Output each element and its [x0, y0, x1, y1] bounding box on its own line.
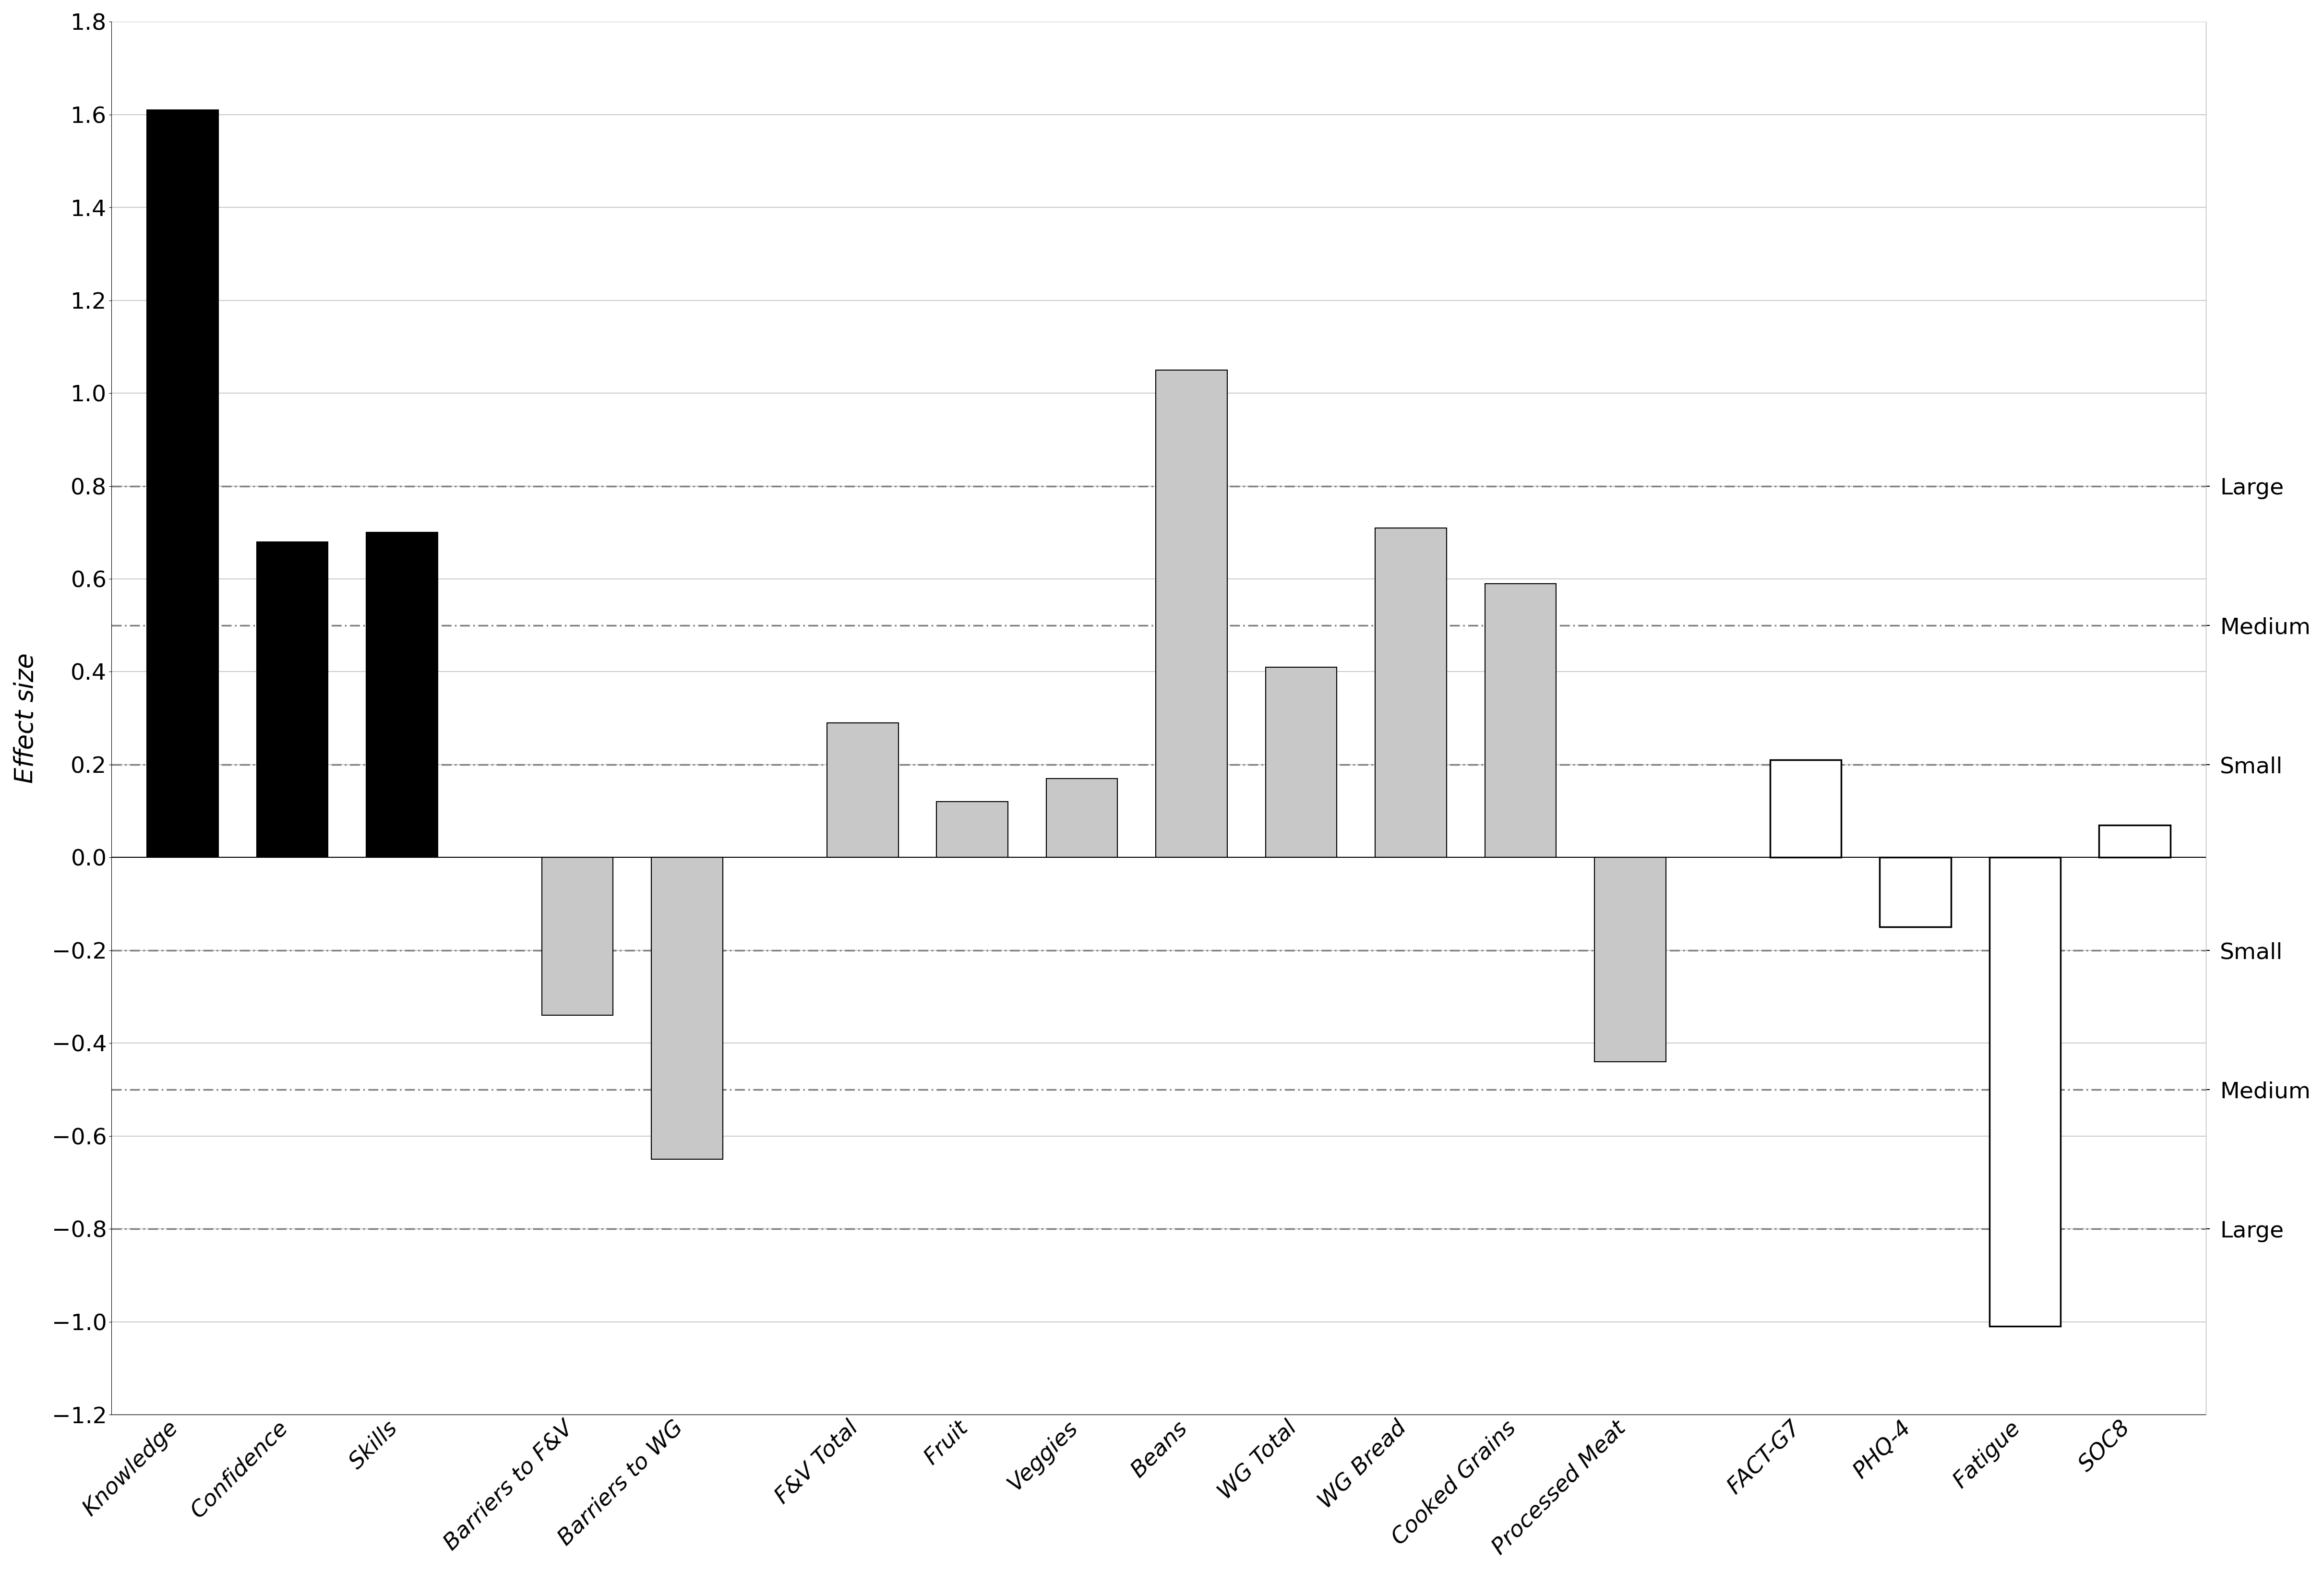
Bar	[651, 857, 723, 1159]
Bar	[1989, 857, 2061, 1327]
Bar	[1155, 369, 1227, 857]
Bar	[1046, 778, 1118, 857]
Bar	[146, 110, 218, 857]
Bar	[1267, 667, 1336, 857]
Bar	[937, 802, 1009, 857]
Bar	[1880, 857, 1952, 927]
Bar	[541, 857, 614, 1016]
Bar	[1485, 583, 1557, 857]
Bar	[1376, 528, 1446, 857]
Bar	[827, 723, 899, 857]
Bar	[1771, 759, 1841, 857]
Bar	[1594, 857, 1666, 1061]
Y-axis label: Effect size: Effect size	[14, 652, 37, 783]
Bar	[256, 542, 328, 857]
Bar	[367, 533, 437, 857]
Bar	[2099, 825, 2171, 857]
